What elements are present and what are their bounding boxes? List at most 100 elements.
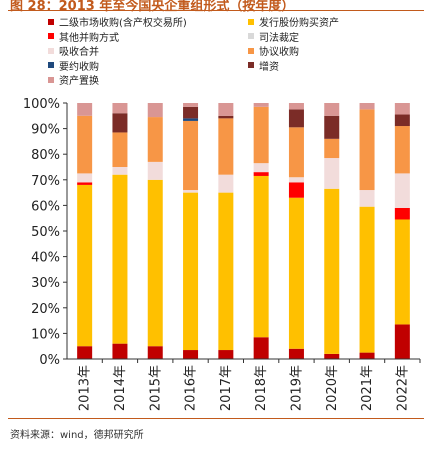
bar-segment: [183, 103, 199, 107]
bar-segment: [324, 353, 340, 359]
y-tick-label: 0%: [39, 353, 60, 368]
bar-segment: [112, 167, 128, 175]
x-tick-label: 2020年: [325, 365, 340, 411]
legend-swatch: [48, 47, 54, 54]
x-tick-label: 2019年: [289, 365, 304, 411]
x-tick-label: 2013年: [78, 365, 93, 411]
bar-segment: [324, 115, 340, 139]
bar-segment: [324, 188, 340, 354]
bar-segment: [253, 106, 269, 164]
y-tick-label: 50%: [31, 225, 60, 240]
bar-segment: [253, 103, 269, 107]
bar-segment: [147, 103, 163, 118]
bar-segment: [394, 207, 410, 220]
bar-segment: [359, 190, 375, 207]
y-tick-label: 20%: [31, 302, 60, 317]
legend-item: 资产置换: [48, 72, 99, 87]
stacked-bar-chart: 0% 10% 20% 30% 40% 50% 60% 70% 80% 90% 100% 2013年 20…: [23, 97, 421, 411]
legend-item: 协议收购: [248, 43, 299, 58]
x-tick-label: 2016年: [184, 365, 199, 411]
bar-segment: [359, 109, 375, 191]
bar-segment: [394, 126, 410, 174]
y-tick-label: 80%: [31, 148, 60, 163]
legend-item: 增资: [248, 58, 279, 73]
legend-swatch: [48, 18, 54, 25]
bar-segment: [218, 192, 234, 351]
y-tick-label: 90%: [31, 123, 60, 138]
bar-segment: [288, 109, 304, 128]
bar-segment: [77, 115, 93, 174]
bar-segment: [394, 103, 410, 115]
legend-swatch: [48, 62, 54, 69]
bar-segment: [288, 182, 304, 198]
x-tick-label: 2015年: [148, 365, 163, 411]
legend-item: 发行股份购买资产: [248, 14, 339, 29]
x-tick-label: 2017年: [219, 365, 234, 411]
bar-segment: [359, 206, 375, 353]
x-tick-label: 2022年: [395, 365, 410, 411]
bar-segment: [147, 117, 163, 162]
legend-item: 二级市场收购(含产权交易所): [48, 14, 187, 29]
bar-segment: [253, 172, 269, 176]
bar-segment: [288, 348, 304, 359]
bar-segment: [218, 103, 234, 116]
bar-segment: [77, 184, 93, 347]
bar-segment: [253, 337, 269, 359]
bar-segment: [77, 173, 93, 183]
legend-label: 增资: [259, 61, 279, 73]
y-tick-label: 30%: [31, 276, 60, 291]
legend-label: 发行股份购买资产: [259, 18, 339, 29]
bar-segment: [359, 103, 375, 110]
legend-label: 要约收购: [59, 61, 99, 73]
bar-segment: [394, 173, 410, 208]
legend-swatch: [248, 33, 254, 40]
bar-segment: [218, 118, 234, 175]
source-note: 资料来源：wind，德邦研究所: [10, 430, 144, 441]
x-tick-label: 2021年: [360, 365, 375, 411]
legend-label: 吸收合并: [59, 47, 99, 59]
bar-segment: [147, 179, 163, 347]
bar-segment: [183, 106, 199, 119]
legend-label: 二级市场收购(含产权交易所): [59, 18, 187, 29]
bar-segment: [218, 115, 234, 119]
bar-segment: [112, 113, 128, 133]
source-divider: [8, 418, 424, 419]
bar-segment: [77, 103, 93, 116]
legend-item: 其他并购方式: [48, 29, 119, 44]
y-tick-label: 60%: [31, 199, 60, 214]
bar-segment: [218, 174, 234, 193]
bar-segment: [253, 175, 269, 338]
legend-item: 司法裁定: [248, 29, 299, 44]
legend-swatch: [48, 33, 54, 40]
legend-item: 要约收购: [48, 58, 99, 73]
bar-segment: [324, 103, 340, 116]
bar-segment: [218, 350, 234, 359]
bar-segment: [77, 346, 93, 359]
legend-swatch: [248, 62, 254, 69]
y-tick-label: 100%: [23, 97, 60, 112]
bar-segment: [183, 192, 199, 351]
bar-segment: [112, 103, 128, 114]
legend-swatch: [48, 76, 54, 83]
legend-label: 司法裁定: [259, 32, 299, 44]
legend-label: 协议收购: [259, 47, 299, 59]
y-tick-label: 10%: [31, 327, 60, 342]
bar-segment: [112, 132, 128, 167]
bar-segment: [288, 103, 304, 110]
bar-segment: [147, 161, 163, 180]
title-divider: [8, 10, 424, 11]
y-tick-label: 70%: [31, 174, 60, 189]
x-tick-label: 2018年: [254, 365, 269, 411]
bar-segment: [147, 346, 163, 359]
bar-segment: [359, 352, 375, 359]
legend-swatch: [248, 47, 254, 54]
bar-segment: [112, 343, 128, 359]
x-tick-label: 2014年: [113, 365, 128, 411]
bar-segment: [288, 127, 304, 178]
bar-segment: [183, 190, 199, 193]
y-tick-label: 40%: [31, 251, 60, 266]
bar-segment: [288, 177, 304, 183]
bar-segment: [183, 118, 199, 121]
bar-segment: [112, 174, 128, 344]
bar-segment: [394, 324, 410, 359]
